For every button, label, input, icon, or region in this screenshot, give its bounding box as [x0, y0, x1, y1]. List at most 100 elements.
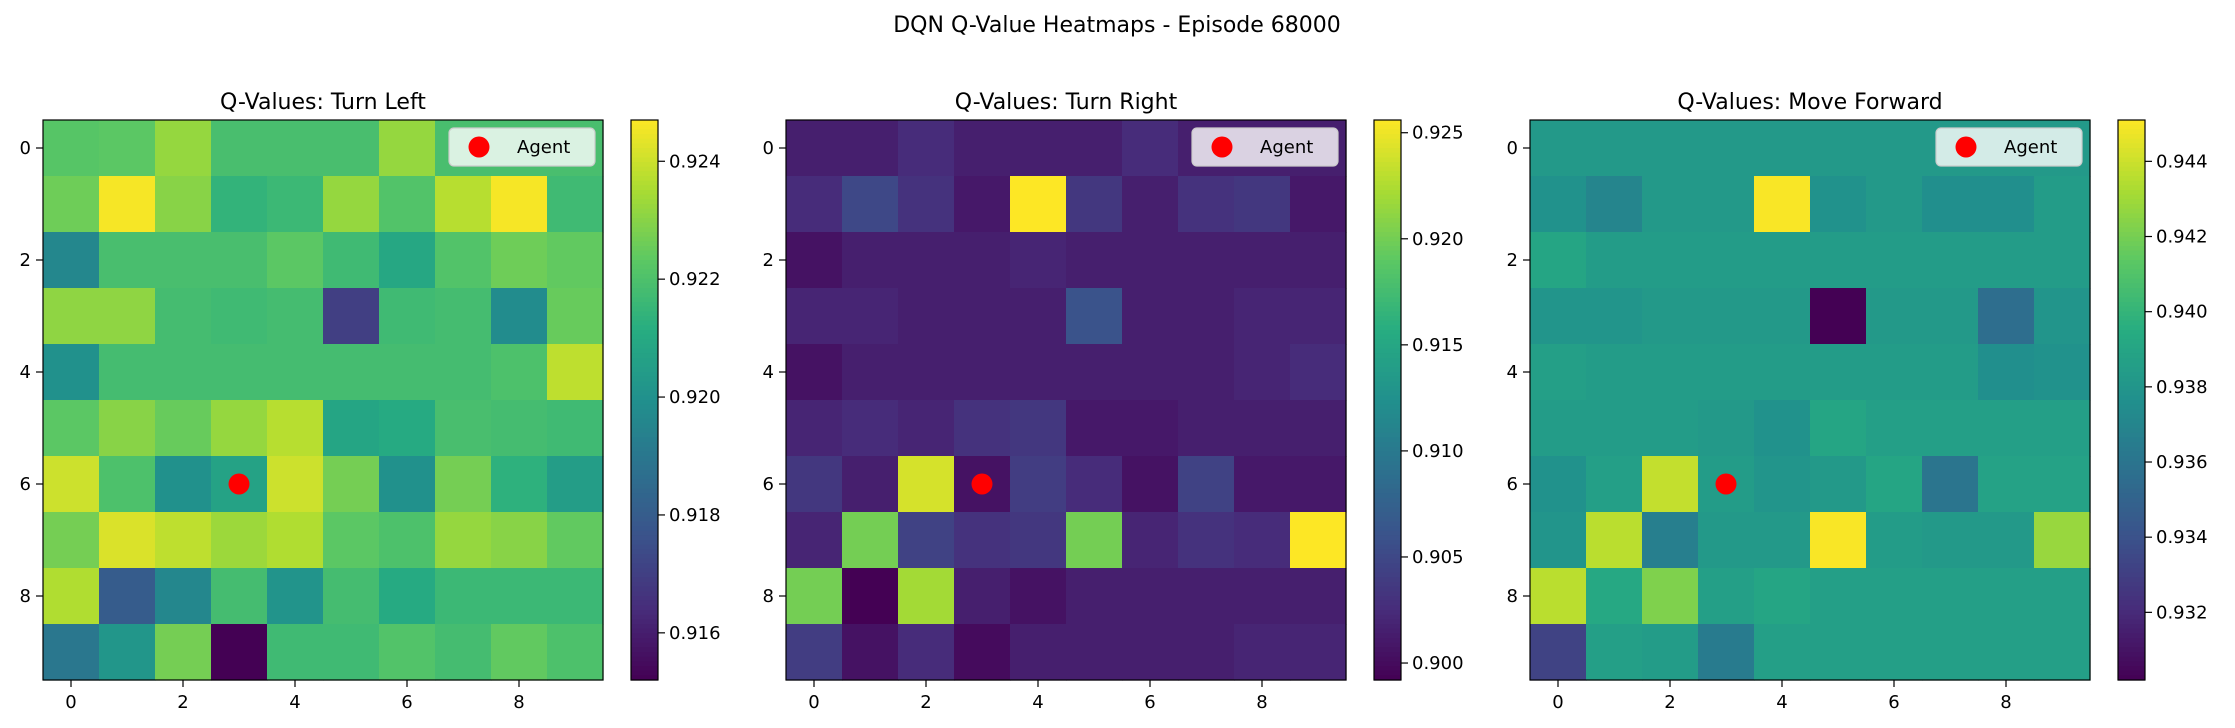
colorbar-segment [2118, 362, 2145, 368]
panel-title: Q-Values: Turn Left [220, 90, 426, 115]
colorbar-segment [2118, 512, 2145, 518]
colorbar-segment [1374, 180, 1401, 186]
heatmap-cell [323, 344, 380, 401]
colorbar-segment [2118, 442, 2145, 448]
colorbar-segment [1374, 152, 1401, 158]
colorbar-segment [2118, 605, 2145, 611]
heatmap-cell [1066, 232, 1123, 289]
heatmap-cell [1178, 568, 1235, 625]
colorbar-segment [631, 512, 658, 518]
colorbar-segment [631, 222, 658, 228]
colorbar-segment [631, 255, 658, 261]
colorbar-segment [2118, 642, 2145, 648]
colorbar-segment [1374, 297, 1401, 303]
heatmap-cell [1866, 624, 1923, 681]
colorbar-segment [2118, 218, 2145, 224]
colorbar-segment [2118, 428, 2145, 434]
heatmap-cell [1810, 176, 1867, 233]
colorbar-segment [1374, 236, 1401, 242]
colorbar-segment [631, 362, 658, 368]
heatmap-cell [1810, 456, 1867, 513]
colorbar-segment [631, 437, 658, 443]
colorbar-segment [631, 180, 658, 186]
heatmap-cell [1586, 176, 1643, 233]
heatmap-cell [1178, 400, 1235, 457]
heatmap-cell [954, 176, 1011, 233]
colorbar-segment [631, 652, 658, 658]
heatmap-cell [1978, 624, 2035, 681]
heatmap-cell [435, 344, 492, 401]
colorbar-segment [1374, 488, 1401, 494]
colorbar-segment [2118, 162, 2145, 168]
heatmap-cell [547, 176, 604, 233]
heatmap-cell [1234, 232, 1291, 289]
colorbar-segment [2118, 554, 2145, 560]
y-tick-label: 4 [763, 362, 774, 383]
heatmap-cell [1178, 176, 1235, 233]
heatmap-cell [491, 568, 548, 625]
heatmap-cell [786, 288, 843, 345]
colorbar-segment [1374, 526, 1401, 532]
axes-frame [1529, 119, 2091, 681]
heatmap-cell [491, 512, 548, 569]
colorbar-segment [1374, 134, 1401, 140]
colorbar-segment [1374, 512, 1401, 518]
x-tick-label: 8 [2000, 692, 2011, 713]
colorbar-segment [631, 540, 658, 546]
heatmap-cell [547, 512, 604, 569]
heatmap-cell [155, 400, 212, 457]
heatmap-cell [954, 512, 1011, 569]
x-tick-label: 6 [1888, 692, 1899, 713]
heatmap-cell [379, 512, 436, 569]
colorbar: 0.932 0.934 0.936 0.938 0.940 0.942 0.944 [2117, 119, 2208, 681]
heatmap-cell [1866, 568, 1923, 625]
heatmap-cell [1178, 288, 1235, 345]
heatmap-cells [1530, 120, 2091, 681]
heatmap-cell [491, 624, 548, 681]
heatmap-cell [1922, 400, 1979, 457]
heatmap-cell [267, 232, 324, 289]
colorbar-segment [1374, 372, 1401, 378]
colorbar-segment [1374, 190, 1401, 196]
colorbar-segment [2118, 138, 2145, 144]
heatmap-cell [155, 568, 212, 625]
colorbar-segment [1374, 138, 1401, 144]
x-tick-label: 6 [401, 692, 412, 713]
heatmap-cell [379, 456, 436, 513]
heatmap-cell [323, 120, 380, 177]
heatmap-cell [1530, 512, 1587, 569]
colorbar-segment [631, 302, 658, 308]
colorbar-segment [631, 605, 658, 611]
colorbar-segment [2118, 325, 2145, 331]
colorbar-segment [631, 185, 658, 191]
legend-marker [1211, 136, 1233, 158]
heatmap-cell [1122, 176, 1179, 233]
colorbar-segment [2118, 171, 2145, 177]
colorbar-segment [2118, 260, 2145, 266]
colorbar-segment [2118, 544, 2145, 550]
heatmap-cell [323, 512, 380, 569]
colorbar-segment [1374, 213, 1401, 219]
colorbar-segment [2118, 264, 2145, 270]
colorbar-segment [631, 549, 658, 555]
heatmap-cell [842, 176, 899, 233]
colorbar-segment [1374, 465, 1401, 471]
colorbar-segment [1374, 166, 1401, 172]
colorbar-segment [2118, 358, 2145, 364]
heatmap-cell [1642, 400, 1699, 457]
colorbar-segment [631, 610, 658, 616]
heatmap-cell [1698, 176, 1755, 233]
colorbar-segment [631, 591, 658, 597]
heatmap-cell [1066, 176, 1123, 233]
colorbar-segment [2118, 502, 2145, 508]
heatmap-cell [491, 400, 548, 457]
heatmap-cell [1010, 120, 1067, 177]
colorbar-segment [631, 572, 658, 578]
heatmap-cell [1810, 120, 1867, 177]
colorbar-segment [631, 129, 658, 135]
heatmap-cell [1754, 120, 1811, 177]
colorbar-segment [631, 269, 658, 275]
colorbar-segment [2118, 236, 2145, 242]
